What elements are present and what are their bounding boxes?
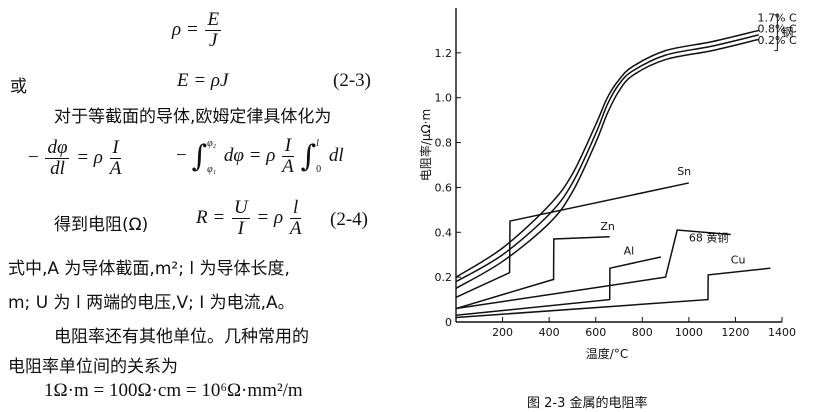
equation-2-3: E = ρJ bbox=[177, 70, 229, 91]
series-line-zn bbox=[455, 236, 610, 310]
series-label: 68 黄铜 bbox=[689, 230, 729, 244]
equation-number-2-3: (2-3) bbox=[333, 70, 371, 91]
lower-limit: φ₁ bbox=[207, 163, 217, 175]
fraction-numerator: E bbox=[205, 9, 222, 31]
fraction-numerator: I bbox=[109, 138, 122, 159]
fraction-denominator: A bbox=[289, 218, 302, 239]
l-over-a-fraction: l A bbox=[289, 198, 302, 239]
y-tick-label: 0.4 bbox=[435, 226, 453, 239]
fraction-denominator: A bbox=[109, 158, 122, 179]
fraction-denominator: I bbox=[237, 218, 244, 239]
upper-limit: φ₂ bbox=[207, 137, 217, 149]
fraction-numerator: l bbox=[289, 198, 302, 219]
integral-ohm-equation: − ∫ φ₂ φ₁ dφ = ρ I A ∫ l 0 dl bbox=[176, 136, 344, 177]
rho-equals: ρ = bbox=[172, 18, 199, 40]
steel-bracket-label: 钢 bbox=[781, 26, 793, 40]
i-over-a-fraction: I A bbox=[282, 136, 294, 177]
origin-label: 0 bbox=[445, 316, 452, 329]
series-label: Sn bbox=[677, 165, 691, 178]
x-tick-label: 1000 bbox=[675, 326, 703, 339]
chart-series bbox=[455, 29, 771, 319]
fraction-numerator: I bbox=[282, 136, 294, 157]
differential-ohm-equation: − dφ dl = ρ I A bbox=[28, 138, 123, 179]
units-line-1: 电阻率还有其他单位。几种常用的 bbox=[54, 327, 309, 347]
minus-sign: − bbox=[28, 146, 39, 168]
steel-bracket bbox=[774, 14, 778, 52]
minus-sign: − bbox=[176, 144, 187, 166]
x-axis-title: 温度/°C bbox=[586, 346, 628, 361]
variables-line-2: m; U 为 l 两端的电压,V; I 为电流,A。 bbox=[8, 293, 295, 313]
dphi-over-dl-fraction: dφ dl bbox=[45, 137, 70, 179]
y-tick-label: 0.8 bbox=[435, 137, 453, 150]
y-tick-label: 0.2 bbox=[435, 271, 453, 284]
integral-sign: ∫ bbox=[191, 139, 208, 174]
dphi-equals-rho: dφ = ρ bbox=[223, 144, 276, 166]
x-tick-label: 1400 bbox=[768, 326, 796, 339]
integral-limits: φ₂ φ₁ bbox=[207, 138, 216, 176]
x-tick-label: 800 bbox=[632, 326, 653, 339]
series-label: Al bbox=[624, 245, 635, 258]
resistivity-chart: 200 400 600 800 1000 1200 1400 0.2 0.4 0.6 0.8 1.0 1… bbox=[418, 8, 797, 361]
series-label: Cu bbox=[731, 254, 746, 267]
series-line-0-8-c bbox=[455, 34, 759, 283]
unit-relation-equation: 1Ω·m = 100Ω·cm = 10⁶Ω·mm²/m bbox=[44, 380, 303, 401]
resistance-equation: R = U I = ρ l A bbox=[196, 198, 303, 239]
fraction-denominator: J bbox=[209, 30, 218, 51]
series-label: Zn bbox=[600, 220, 615, 233]
chart-axes: 200 400 600 800 1000 1200 1400 0.2 0.4 0.6 0.8 1.0 1… bbox=[418, 8, 796, 361]
y-tick-label: 1.2 bbox=[435, 47, 453, 60]
upper-limit: l bbox=[316, 137, 319, 149]
x-tick-label: 600 bbox=[585, 326, 606, 339]
y-axis-title: 电阻率/μΩ·m bbox=[418, 109, 433, 181]
x-tick-label: 1200 bbox=[721, 326, 749, 339]
series-line-sn bbox=[455, 182, 690, 299]
fraction-numerator: dφ bbox=[45, 137, 70, 159]
r-equals: R = bbox=[196, 206, 226, 228]
fraction-denominator: dl bbox=[50, 158, 65, 179]
equals-rho: = ρ bbox=[76, 146, 103, 168]
dl-term: dl bbox=[328, 144, 344, 166]
x-tick-label: 400 bbox=[539, 326, 560, 339]
u-over-i-fraction: U I bbox=[231, 197, 250, 239]
variables-line-1: 式中,A 为导体截面,m²; l 为导体长度, bbox=[8, 259, 290, 279]
e-over-j-fraction: E J bbox=[205, 9, 222, 51]
series-line-0-2-c bbox=[455, 38, 759, 290]
series-line-cu bbox=[455, 267, 771, 319]
ohm-law-equation: ρ = E J bbox=[172, 10, 223, 51]
resistance-label: 得到电阻(Ω) bbox=[54, 215, 149, 235]
equation-number-2-4: (2-4) bbox=[330, 209, 368, 230]
equals-rho: = ρ bbox=[256, 206, 284, 228]
series-line-al bbox=[455, 256, 662, 317]
paragraph-ohm-law: 对于等截面的导体,欧姆定律具体化为 bbox=[54, 107, 332, 127]
x-tick-label: 200 bbox=[492, 326, 513, 339]
figure-caption: 图 2-3 金属的电阻率 bbox=[527, 396, 648, 411]
series-line-68 bbox=[455, 229, 731, 310]
units-line-2: 电阻率单位间的关系为 bbox=[8, 357, 178, 377]
lower-limit: 0 bbox=[316, 163, 322, 175]
series-line-1-7-c bbox=[455, 29, 759, 278]
i-over-a-fraction: I A bbox=[109, 138, 122, 179]
or-word: 或 bbox=[10, 77, 27, 97]
y-tick-label: 0.6 bbox=[435, 181, 453, 194]
fraction-denominator: A bbox=[282, 156, 294, 177]
integral-sign: ∫ bbox=[300, 139, 317, 174]
y-tick-label: 1.0 bbox=[435, 92, 453, 105]
fraction-numerator: U bbox=[231, 197, 250, 219]
